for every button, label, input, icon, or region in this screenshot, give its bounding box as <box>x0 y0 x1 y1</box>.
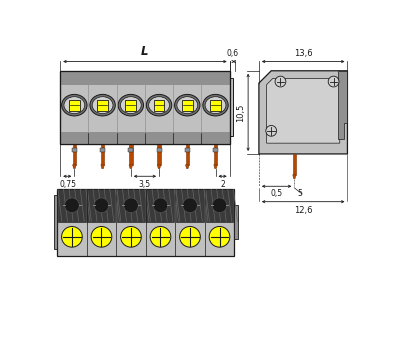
Bar <box>213 148 218 152</box>
Circle shape <box>328 76 339 87</box>
Ellipse shape <box>90 94 115 116</box>
Bar <box>58 189 86 222</box>
Circle shape <box>266 126 277 136</box>
Ellipse shape <box>146 94 172 116</box>
Bar <box>293 154 296 175</box>
Polygon shape <box>338 71 348 138</box>
Ellipse shape <box>205 97 226 113</box>
Bar <box>154 100 164 111</box>
Circle shape <box>183 198 197 213</box>
Polygon shape <box>267 79 340 143</box>
Circle shape <box>153 198 168 213</box>
Bar <box>210 100 221 111</box>
Circle shape <box>64 198 79 213</box>
Ellipse shape <box>120 97 141 113</box>
Polygon shape <box>259 71 348 154</box>
Circle shape <box>212 198 227 213</box>
Circle shape <box>150 227 171 247</box>
Bar <box>206 189 234 222</box>
Bar <box>60 71 230 85</box>
Circle shape <box>180 227 200 247</box>
Bar <box>186 144 189 165</box>
Bar <box>54 195 57 249</box>
Text: 12,6: 12,6 <box>294 206 312 215</box>
Bar <box>126 100 136 111</box>
Bar <box>182 100 193 111</box>
Ellipse shape <box>174 94 200 116</box>
Polygon shape <box>101 165 104 169</box>
Ellipse shape <box>177 97 198 113</box>
Text: 5: 5 <box>297 189 302 198</box>
Bar <box>88 189 116 222</box>
Text: 0,5: 0,5 <box>270 189 283 198</box>
Circle shape <box>62 227 82 247</box>
Bar <box>214 144 217 165</box>
Polygon shape <box>157 165 161 169</box>
Polygon shape <box>186 165 189 169</box>
Bar <box>73 144 76 165</box>
Polygon shape <box>293 175 296 179</box>
Bar <box>101 144 104 165</box>
Bar <box>230 79 234 136</box>
Bar <box>117 189 145 222</box>
Text: L: L <box>141 45 149 58</box>
Text: 3,5: 3,5 <box>139 180 151 189</box>
Bar <box>128 148 133 152</box>
Circle shape <box>275 76 286 87</box>
Bar <box>57 189 234 256</box>
Polygon shape <box>73 165 76 169</box>
Bar <box>176 189 204 222</box>
Circle shape <box>121 227 141 247</box>
Bar <box>185 148 190 152</box>
Circle shape <box>91 227 112 247</box>
Bar <box>234 205 238 239</box>
Bar <box>129 144 132 165</box>
Bar <box>60 71 230 144</box>
Text: 0,75: 0,75 <box>60 180 76 189</box>
Ellipse shape <box>62 94 87 116</box>
Ellipse shape <box>149 97 170 113</box>
Bar <box>97 100 108 111</box>
Text: 13,6: 13,6 <box>294 49 312 58</box>
Ellipse shape <box>203 94 228 116</box>
Polygon shape <box>129 165 132 169</box>
Circle shape <box>94 198 109 213</box>
Bar <box>146 189 174 222</box>
Circle shape <box>209 227 230 247</box>
Ellipse shape <box>64 97 85 113</box>
Bar <box>100 148 105 152</box>
Text: 2: 2 <box>220 180 225 189</box>
Bar <box>69 100 80 111</box>
Circle shape <box>124 198 138 213</box>
Bar <box>156 148 162 152</box>
Bar <box>60 131 230 144</box>
Bar <box>157 144 161 165</box>
Bar <box>72 148 77 152</box>
Ellipse shape <box>118 94 144 116</box>
Polygon shape <box>214 165 217 169</box>
Text: 10,5: 10,5 <box>236 103 245 121</box>
Bar <box>60 71 230 144</box>
Text: 0,6: 0,6 <box>226 49 238 58</box>
Ellipse shape <box>92 97 113 113</box>
